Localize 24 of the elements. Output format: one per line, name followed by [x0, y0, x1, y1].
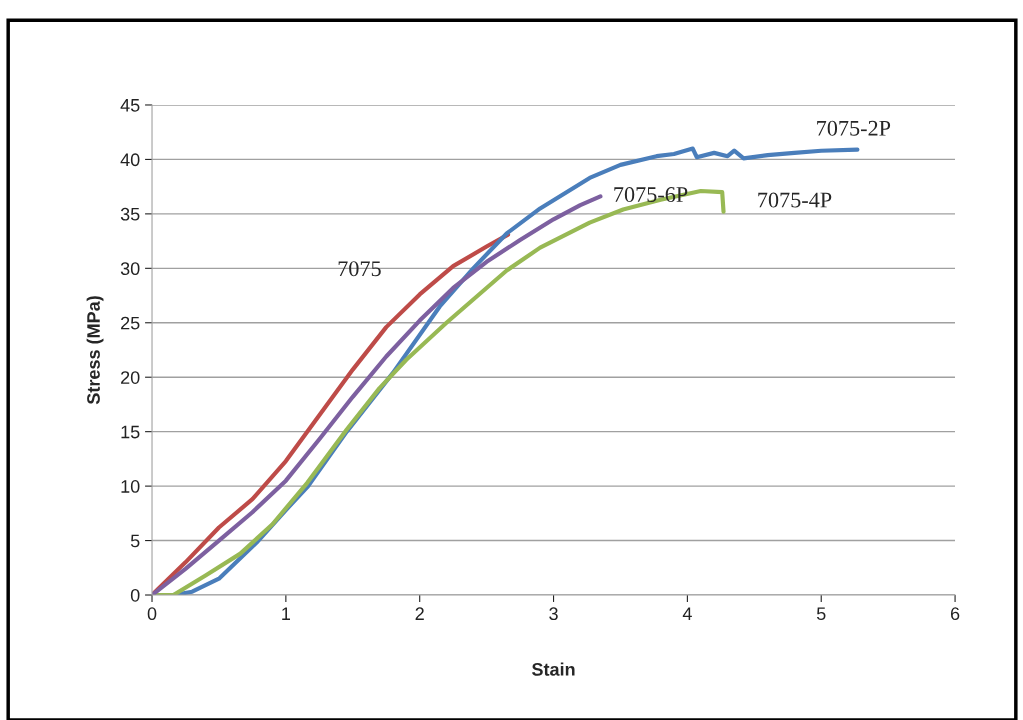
y-tick-label: 35	[120, 207, 140, 221]
series-label: 7075-2P	[817, 120, 891, 136]
x-tick-label: 0	[147, 607, 157, 621]
y-tick-label: 20	[121, 371, 140, 384]
x-tick-label: 1	[282, 607, 290, 620]
x-axis-title: Stain	[531, 662, 575, 676]
series-label: 7075-4P	[758, 192, 832, 208]
y-tick-label: 0	[130, 588, 140, 602]
series-label: 7075	[338, 261, 381, 277]
x-tick-label: 2	[415, 607, 424, 620]
y-tick-label: 15	[121, 425, 140, 439]
y-tick-label: 5	[130, 534, 140, 548]
y-tick-label: 10	[121, 480, 140, 493]
y-tick-label: 30	[120, 262, 140, 276]
y-tick-label: 40	[120, 153, 140, 167]
x-tick-label: 5	[816, 607, 826, 621]
x-tick-label: 4	[682, 607, 692, 620]
y-axis-title: Stress (MPa)	[86, 296, 104, 405]
x-tick-label: 6	[950, 607, 960, 621]
line-series	[152, 194, 603, 596]
series-label: 7075-6P	[614, 187, 688, 203]
y-tick-label: 45	[120, 99, 140, 112]
x-tick-label: 3	[549, 607, 558, 621]
y-tick-label: 25	[121, 316, 140, 330]
